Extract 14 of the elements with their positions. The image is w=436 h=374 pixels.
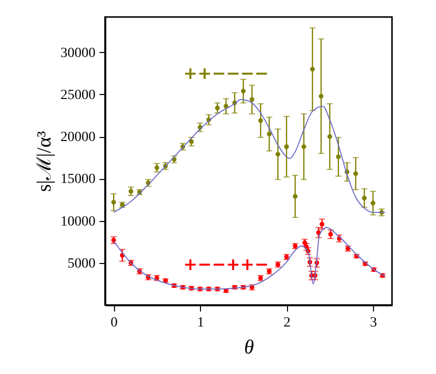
x-tick-label: 0 [110,316,118,330]
y-tick-label: 30000 [60,46,96,61]
y-tick-label: 20000 [60,130,96,146]
x-tick-label: 1 [197,316,204,330]
series-label: +−−++− [183,255,269,275]
x-tick-label: 2 [284,316,291,330]
y-tick-label: 25000 [60,88,96,103]
y-tick-label: 10000 [60,214,96,230]
y-tick-label: 15000 [60,172,96,188]
x-axis-title: θ [244,336,254,358]
x-tick-label: 3 [370,316,377,330]
series-label: ++−−−− [183,64,269,84]
y-tick-label: 5000 [68,256,96,272]
y-axis-title: s|ℳ|/α³ [34,131,56,192]
